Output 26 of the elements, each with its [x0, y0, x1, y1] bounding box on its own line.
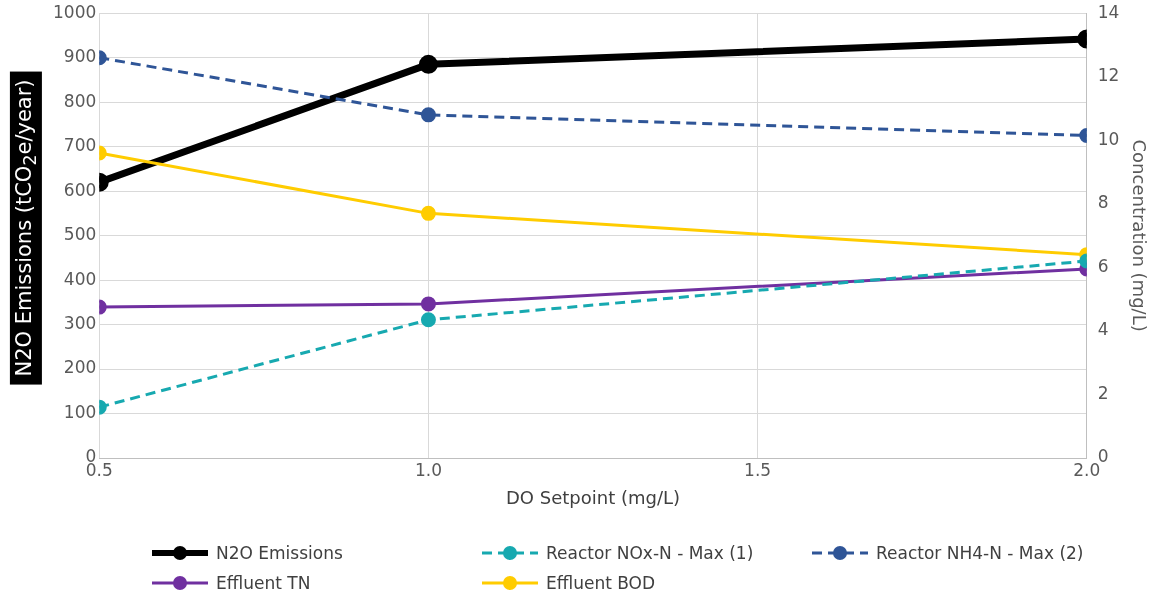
y-tick-label: 400 — [63, 268, 97, 289]
legend-label: Effluent TN — [216, 573, 311, 593]
y-tick-label: 900 — [63, 46, 97, 67]
y-tick-label: 300 — [63, 312, 97, 333]
y-tick-label: 500 — [63, 224, 97, 245]
y-tick-label: 700 — [63, 135, 97, 156]
y2-tick-label: 8 — [1097, 192, 1109, 213]
x-tick-label: 1.0 — [414, 459, 442, 480]
x-axis-title: DO Setpoint (mg/L) — [505, 486, 681, 508]
y-tick-label: 600 — [63, 179, 97, 200]
legend-label: N2O Emissions — [216, 543, 343, 563]
legend-label: Effluent BOD — [546, 573, 656, 593]
y2-axis-title: Concentration (mg/L) — [1128, 139, 1150, 332]
y2-tick-label: 10 — [1097, 128, 1120, 149]
y-tick-label: 100 — [63, 401, 97, 422]
y2-tick-label: 6 — [1097, 255, 1109, 276]
legend-label: Reactor NOx-N - Max (1) — [546, 543, 754, 563]
y2-tick-label: 14 — [1097, 1, 1120, 22]
legend-label: Reactor NH4-N - Max (2) — [876, 543, 1084, 563]
y2-tick-label: 12 — [1097, 65, 1120, 86]
y2-tick-label: 4 — [1097, 319, 1109, 340]
y2-tick-label: 2 — [1097, 382, 1109, 403]
x-tick-label: 1.5 — [744, 459, 772, 480]
y-tick-label: 200 — [63, 357, 97, 378]
y-tick-label: 800 — [63, 90, 97, 111]
y-tick-label: 1000 — [53, 1, 97, 22]
